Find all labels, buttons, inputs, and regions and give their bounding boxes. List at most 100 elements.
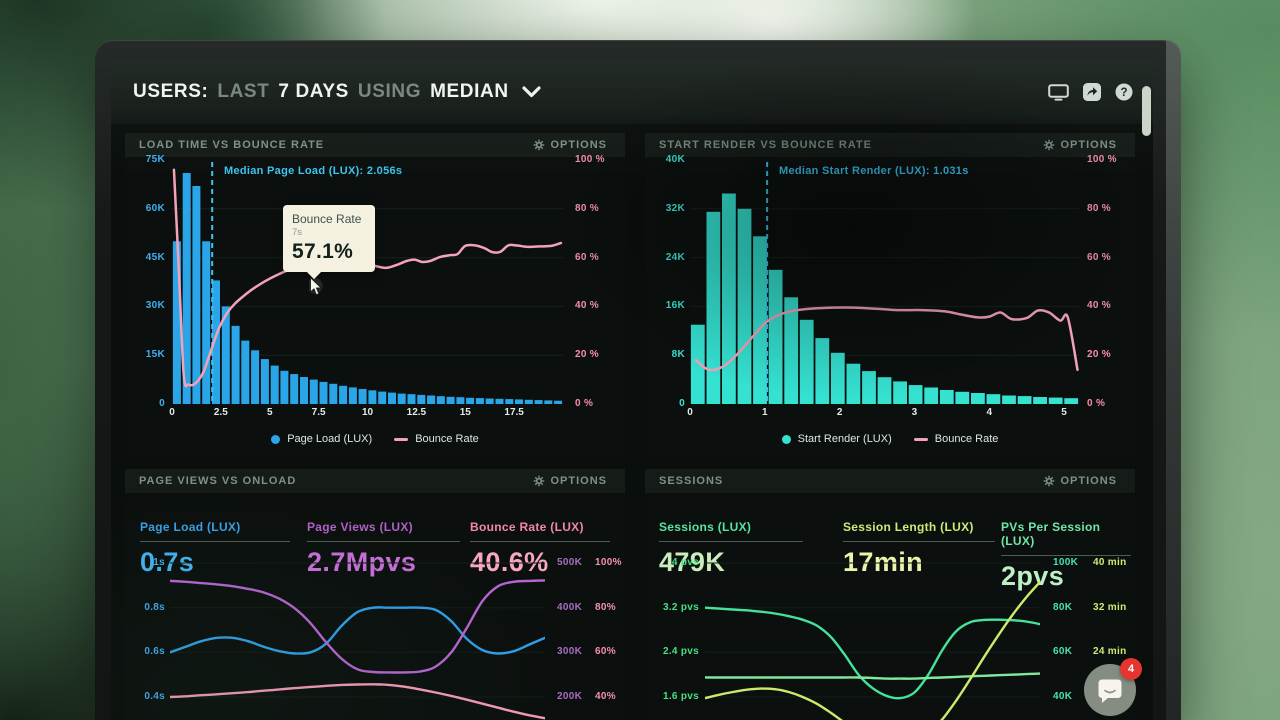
title-word: USING (357, 81, 422, 102)
title-word: USERS: (133, 81, 209, 102)
panel-title: START RENDER VS BOUNCE RATE (659, 139, 872, 151)
metric-value: 2pvs (1001, 561, 1065, 591)
series-line (705, 672, 1040, 680)
bar (427, 395, 436, 404)
bar (348, 387, 357, 404)
bar (192, 186, 201, 404)
axis-tick: 200K (557, 691, 583, 702)
bar (924, 387, 939, 404)
axis-tick: 0 % (575, 398, 594, 409)
axis-tick: 100 % (1087, 154, 1117, 165)
axis-tick: 40% (595, 691, 616, 702)
bar (534, 400, 543, 404)
help-button[interactable]: ? (1115, 83, 1133, 101)
axis-tick: 1s (153, 557, 165, 568)
legend-item: Start Render (LUX) (781, 433, 892, 445)
axis-tick: 60 % (1087, 251, 1111, 263)
chat-widget-button[interactable]: 4 (1084, 658, 1142, 716)
gear-icon (1044, 475, 1055, 487)
bar (251, 350, 260, 404)
bar (830, 352, 845, 404)
bar (706, 211, 721, 404)
bar (172, 241, 181, 404)
bar (515, 399, 523, 404)
metric-label: Page Views (LUX) (307, 520, 460, 542)
page-title: USERS: LAST 7 DAYS USING MEDIAN (133, 81, 543, 103)
x-axis-tick: 1 (762, 407, 768, 418)
bar (986, 394, 1001, 404)
y-axis-right-pageviews: 500K 400K 300K 200K (557, 493, 593, 720)
chart-area: 75K 60K 45K 30K 15K 0 100 % 80 % 60 % 40 % 20 % 0 … (125, 154, 625, 457)
bar (1033, 397, 1047, 404)
options-button[interactable]: OPTIONS (527, 474, 613, 488)
axis-tick: 20 % (1087, 349, 1111, 361)
x-axis-tick: 0 (169, 407, 175, 418)
legend-dot-icon (271, 434, 281, 444)
bar (722, 193, 736, 404)
bar (368, 390, 377, 404)
x-axis-tick: 5 (266, 407, 273, 418)
display-settings-button[interactable] (1048, 83, 1069, 101)
legend-item: Page Load (LUX) (271, 433, 372, 445)
help-icon: ? (1115, 83, 1133, 101)
axis-tick: 40K (665, 154, 685, 165)
bar (955, 391, 970, 404)
bar (495, 398, 504, 404)
axis-tick: 0.6s (144, 646, 165, 658)
panel-title: LOAD TIME VS BOUNCE RATE (139, 139, 325, 151)
axis-tick: 400K (557, 601, 583, 613)
options-button[interactable]: OPTIONS (1037, 474, 1123, 488)
axis-tick: 8K (671, 349, 685, 361)
options-button[interactable]: OPTIONS (1037, 138, 1123, 152)
bar (280, 370, 289, 404)
legend-item: Bounce Rate (394, 433, 479, 445)
bar (339, 385, 348, 404)
title-word: LAST (217, 81, 270, 102)
gear-icon (534, 475, 545, 487)
metric-value: 479K (659, 547, 726, 577)
panel-load-time-vs-bounce-rate: LOAD TIME VS BOUNCE RATE OPTIONS 75K 60K 4… (125, 133, 625, 457)
axis-tick: 45K (145, 251, 165, 263)
axis-tick: 60% (595, 646, 616, 658)
line-chart (705, 562, 1040, 720)
bar (231, 325, 240, 404)
axis-tick: 20 % (575, 349, 599, 361)
share-button[interactable] (1083, 83, 1101, 101)
axis-tick: 30K (145, 300, 165, 312)
panel-title: SESSIONS (659, 475, 724, 487)
scrollbar-thumb[interactable] (1142, 86, 1151, 136)
panel-sessions: SESSIONS OPTIONS Sessions (LUX) 479K Ses… (645, 469, 1135, 720)
chat-bubble-icon (1098, 679, 1122, 703)
bar (456, 397, 465, 404)
options-label: OPTIONS (550, 475, 607, 487)
panel-title: PAGE VIEWS VS ONLOAD (139, 475, 297, 487)
bar (407, 394, 416, 404)
tooltip-subtitle: 7s (292, 227, 303, 238)
x-axis: 0 2.5 5 7.5 10 12.5 15 17.5 (125, 407, 625, 421)
axis-tick: 0.8s (144, 601, 165, 613)
axis-tick: 40 min (1093, 557, 1127, 568)
metric-label: Page Load (LUX) (140, 520, 290, 542)
x-axis-tick: 2.5 (213, 407, 228, 418)
axis-tick: 0 (679, 398, 685, 409)
panel-header: LOAD TIME VS BOUNCE RATE OPTIONS (125, 133, 625, 157)
bar (290, 374, 299, 404)
metric-session-length: Session Length (LUX) 17min (843, 520, 995, 578)
bar (877, 377, 892, 404)
axis-tick: 75K (145, 154, 165, 165)
bar (436, 396, 445, 404)
axis-tick: 32 min (1093, 601, 1127, 613)
series-line (170, 579, 545, 674)
x-axis-tick: 0 (687, 407, 693, 418)
axis-tick: 0 (159, 398, 165, 409)
title-word: MEDIAN (430, 81, 509, 102)
axis-tick: 100% (595, 557, 622, 568)
x-axis-tick: 12.5 (406, 407, 427, 418)
x-axis-tick: 15 (459, 407, 471, 418)
chart-area: Sessions (LUX) 479K Session Length (LUX)… (645, 493, 1135, 720)
axis-tick: 24 min (1093, 646, 1127, 658)
timeframe-dropdown-button[interactable] (520, 84, 543, 100)
options-button[interactable]: OPTIONS (527, 138, 613, 152)
bar (908, 385, 923, 404)
